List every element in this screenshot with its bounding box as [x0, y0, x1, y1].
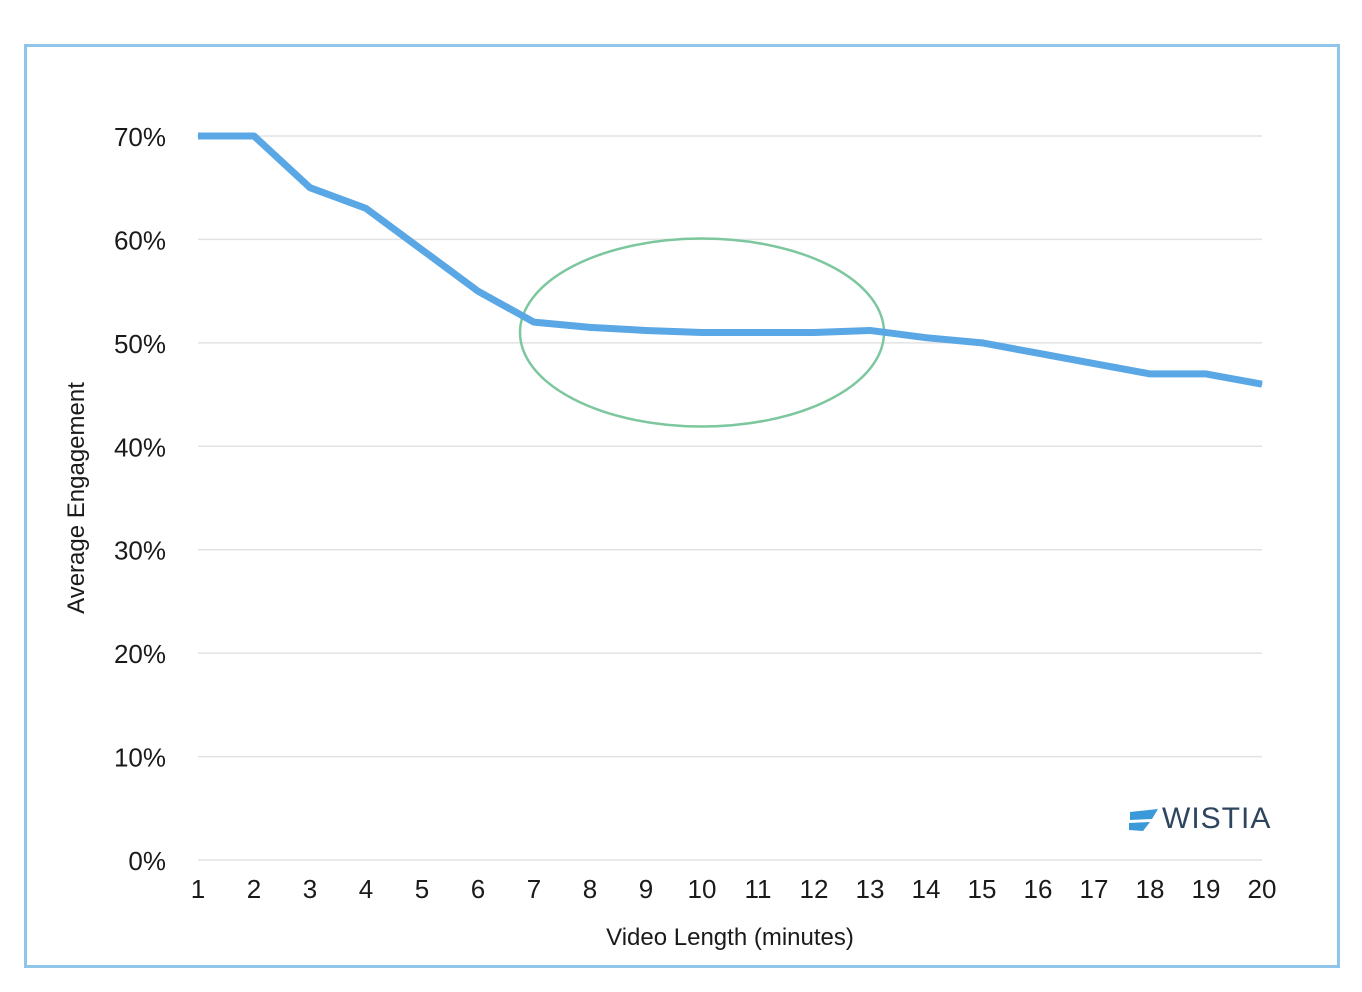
- y-tick-label: 30%: [114, 536, 166, 566]
- data-point: [1149, 373, 1151, 375]
- chart-frame: [24, 44, 1340, 968]
- data-point: [309, 187, 311, 189]
- x-tick-label: 8: [583, 874, 597, 904]
- x-tick-label: 5: [415, 874, 429, 904]
- x-tick-labels: 1 2 3 4 5 6 7 8 9 10 11 12 13 14 15 16 17 18 19 20: [191, 874, 1277, 904]
- data-point: [1261, 383, 1263, 385]
- wistia-logo: WISTIA: [1129, 802, 1271, 835]
- x-tick-label: 9: [639, 874, 653, 904]
- data-point: [589, 326, 591, 328]
- data-point: [981, 342, 983, 344]
- data-point: [365, 207, 367, 209]
- x-axis-title: Video Length (minutes): [606, 924, 854, 951]
- x-tick-label: 7: [527, 874, 541, 904]
- y-tick-labels: 0% 10% 20% 30% 40% 50% 60% 70%: [114, 122, 166, 876]
- x-tick-label: 2: [247, 874, 261, 904]
- x-tick-label: 16: [1024, 874, 1053, 904]
- data-point: [477, 290, 479, 292]
- x-tick-label: 15: [968, 874, 997, 904]
- x-tick-label: 11: [745, 874, 772, 904]
- data-point: [925, 337, 927, 339]
- y-tick-label: 50%: [114, 329, 166, 359]
- y-tick-label: 70%: [114, 122, 166, 152]
- data-point: [701, 332, 703, 334]
- data-point: [197, 135, 199, 137]
- data-point: [1037, 352, 1039, 354]
- data-point: [869, 329, 871, 331]
- y-tick-label: 40%: [114, 432, 166, 462]
- x-tick-label: 6: [471, 874, 485, 904]
- data-point: [757, 332, 759, 334]
- data-point: [421, 249, 423, 251]
- data-point: [813, 332, 815, 334]
- wistia-mark-icon: [1129, 809, 1158, 831]
- y-tick-label: 0%: [128, 846, 166, 876]
- x-tick-label: 10: [688, 874, 717, 904]
- y-tick-label: 60%: [114, 225, 166, 255]
- wistia-logo-text: WISTIA: [1162, 802, 1271, 835]
- x-tick-label: 13: [856, 874, 885, 904]
- y-tick-label: 20%: [114, 639, 166, 669]
- x-tick-label: 18: [1136, 874, 1165, 904]
- x-tick-label: 14: [912, 874, 941, 904]
- x-tick-label: 17: [1080, 874, 1109, 904]
- x-tick-label: 20: [1248, 874, 1277, 904]
- y-axis-title: Average Engagement: [63, 382, 90, 614]
- x-tick-label: 12: [800, 874, 829, 904]
- x-tick-label: 19: [1192, 874, 1221, 904]
- series-line: [198, 132, 1263, 388]
- data-point: [253, 135, 255, 137]
- data-point: [1093, 363, 1095, 365]
- data-point: [533, 321, 535, 323]
- series-layer: [197, 132, 1263, 388]
- x-tick-label: 4: [359, 874, 373, 904]
- data-point: [645, 329, 647, 331]
- y-tick-label: 10%: [114, 743, 166, 773]
- data-point: [1205, 373, 1207, 375]
- x-tick-label: 1: [191, 874, 205, 904]
- gridlines: [198, 135, 1262, 861]
- x-tick-label: 3: [303, 874, 317, 904]
